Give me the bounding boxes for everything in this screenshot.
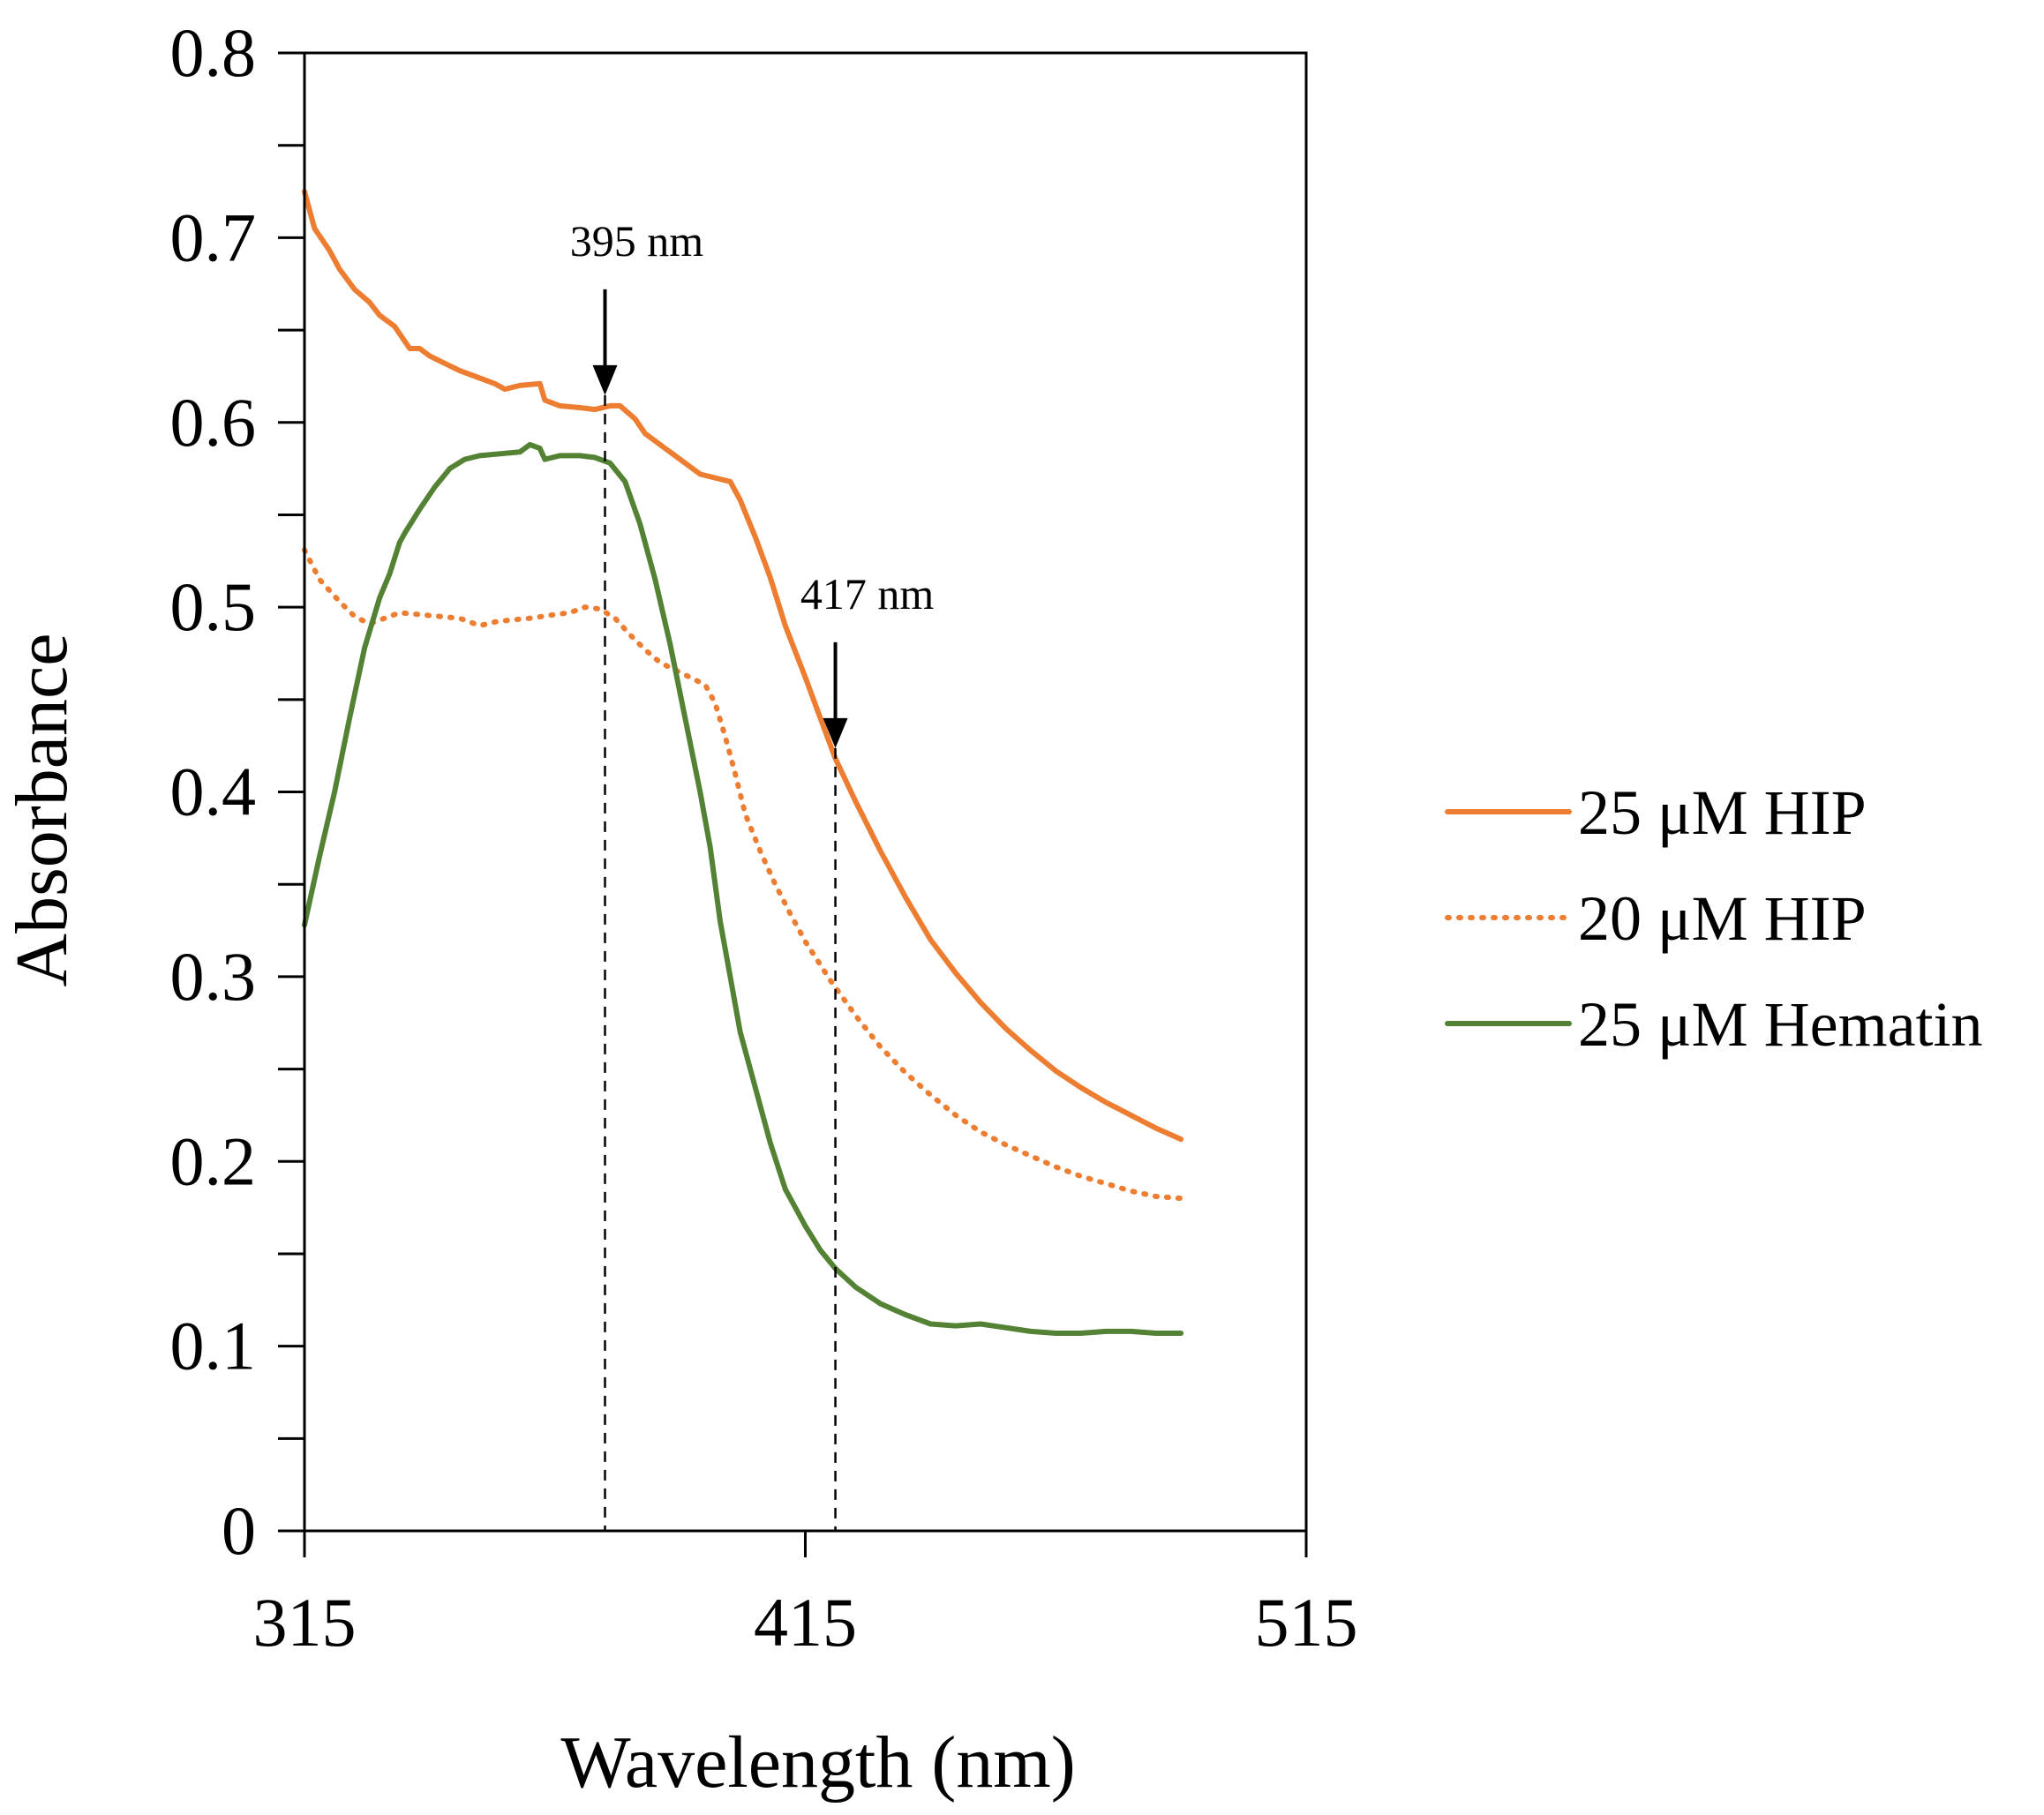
y-tick-label: 0.7 xyxy=(170,199,257,275)
x-tick-label: 415 xyxy=(754,1584,857,1661)
y-tick-label: 0.5 xyxy=(170,568,257,645)
y-tick-label: 0 xyxy=(222,1492,256,1569)
y-tick-label: 0.1 xyxy=(170,1308,257,1384)
legend-label-3: 25 μM Hematin xyxy=(1578,989,1983,1060)
y-tick-label: 0.4 xyxy=(170,754,257,830)
annotation-arrow-head xyxy=(592,364,618,395)
annotation-label-2: 417 nm xyxy=(800,569,935,619)
annotation-arrow-head xyxy=(823,717,848,748)
plot-series xyxy=(302,189,1184,1336)
y-tick-label: 0.6 xyxy=(170,384,257,461)
y-tick-label: 0.2 xyxy=(170,1122,257,1199)
y-axis-title: Absorbance xyxy=(1,633,83,986)
y-axis-ticks: 0 0.1 0.2 0.3 0.4 0.5 0.6 0.7 0.8 xyxy=(170,14,304,1569)
series-line-1 xyxy=(302,189,1184,1143)
annotations: 395 nm 417 nm xyxy=(570,216,935,1531)
annotation-label-1: 395 nm xyxy=(570,216,704,266)
x-axis-title: Wavelength (nm) xyxy=(560,1721,1075,1804)
x-axis-ticks: 315 415 515 xyxy=(253,1531,1358,1661)
plot-frame xyxy=(303,51,1308,1533)
series-line-3 xyxy=(302,441,1184,1336)
legend: 25 μM HIP 20 μM HIP 25 μM Hematin xyxy=(1445,777,1983,1060)
legend-label-2: 20 μM HIP xyxy=(1578,883,1867,954)
series-line-2 xyxy=(302,547,1184,1202)
x-tick-label: 515 xyxy=(1255,1584,1358,1661)
y-tick-label: 0.8 xyxy=(170,14,257,91)
y-tick-label: 0.3 xyxy=(170,938,257,1015)
x-tick-label: 315 xyxy=(253,1584,357,1661)
legend-label-1: 25 μM HIP xyxy=(1578,777,1867,848)
